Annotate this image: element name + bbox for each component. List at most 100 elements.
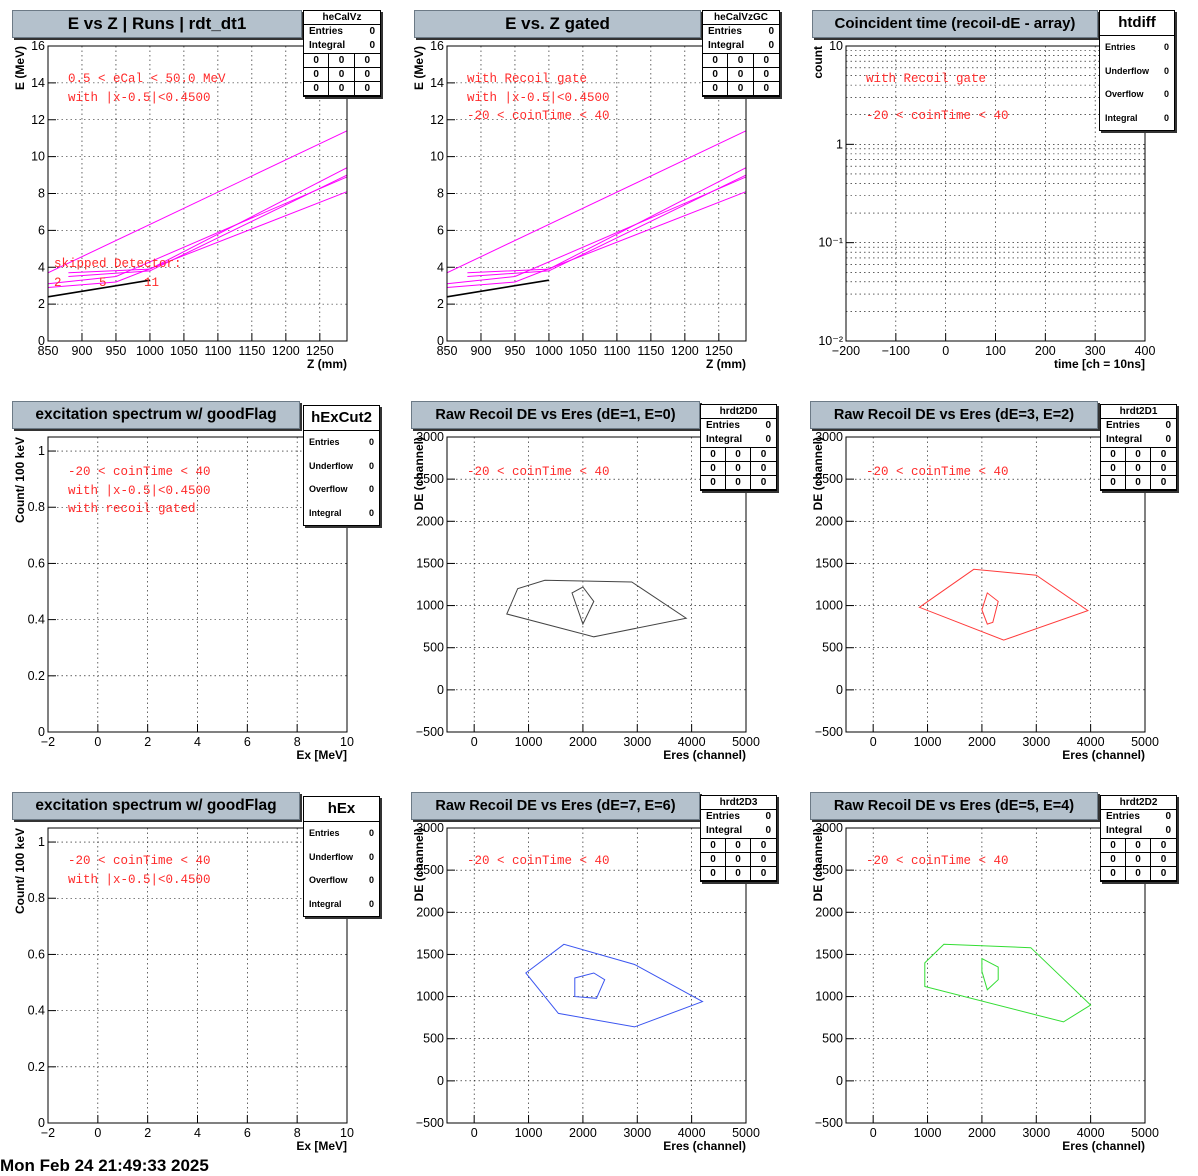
stats-grid-cell: 0 [751,462,776,476]
y-tick-label: 4 [38,260,45,274]
stats-row-value: 0 [768,40,774,51]
y-tick-label: 1000 [416,990,444,1004]
x-tick-label: 1050 [170,344,198,358]
stats-row-value: 0 [368,898,374,909]
y-tick-label: −500 [815,725,843,739]
y-tick-label: 6 [437,223,444,237]
y-tick-label: 1500 [815,947,843,961]
stats-grid-cell: 0 [726,839,751,853]
y-tick-label: 6 [38,223,45,237]
stats-box-name: heCalVz [304,11,380,25]
y-axis-label: DE (channel) [412,828,426,901]
stats-row-label: Overflow [309,875,348,885]
y-tick-label: −500 [416,1116,444,1130]
y-axis-label: E (MeV) [13,46,27,90]
stats-grid-cell: 0 [701,853,726,867]
stats-row-label: Entries [1106,811,1140,822]
y-tick-label: 4 [437,260,444,274]
stats-grid-cell: 0 [354,54,380,68]
x-tick-label: 1000 [914,1126,942,1140]
y-axis-label: Count/ 100 keV [13,828,27,914]
stats-grid-cell: 0 [703,82,729,96]
x-tick-label: −2 [41,1126,55,1140]
x-tick-label: 8 [294,1126,301,1140]
stats-grid-cell: 0 [1126,476,1151,490]
y-tick-label: 3000 [416,430,444,444]
series-line [467,167,747,274]
y-tick-label: 0 [836,1074,843,1088]
histogram-panel: 0 1000 2000 3000 4000 5000 −500 0 500 1000 1500 200… [399,782,798,1173]
plot-frame [845,827,1146,1124]
stats-box-name: hrdt2D0 [701,405,776,419]
stats-grid-cell: 0 [751,853,776,867]
x-tick-label: 1000 [136,344,164,358]
stats-row: Integral 0 [304,39,380,53]
y-tick-label: 2500 [416,472,444,486]
x-tick-label: 4 [194,1126,201,1140]
annotation-text: with Recoil gate with |x-0.5|<0.4500 -20… [467,72,610,123]
x-tick-label: 200 [1035,344,1056,358]
histogram-title: excitation spectrum w/ goodFlag [12,401,300,429]
stats-grid-cell: 0 [1151,476,1176,490]
stats-row-label: Underflow [309,851,353,862]
y-tick-label: 0 [437,1074,444,1088]
stats-row-value: 0 [1163,65,1169,76]
y-tick-label: 1 [38,444,45,458]
plot-svg: 0 1000 2000 3000 4000 5000 −500 0 500 1000 1500 200… [412,430,760,762]
y-tick-label: 3000 [815,430,843,444]
annotation-text: -20 < coinTime < 40 [866,854,1009,868]
x-tick-label: 8 [294,735,301,749]
stats-grid-cell: 0 [701,839,726,853]
stats-grid-cell: 0 [753,68,779,82]
x-tick-label: 10 [340,735,354,749]
stats-row-value: 0 [369,26,375,37]
y-tick-label: 0.8 [28,500,45,514]
stats-box: hrdt2D3 Entries 0 Integral 0 0 0 0 0 0 0 0 0 0 [700,795,777,882]
stats-row: Integral 0 [1101,824,1176,838]
histogram-title: E vs Z | Runs | rdt_dt1 [12,10,302,38]
y-tick-label: −500 [815,1116,843,1130]
y-tick-label: 3000 [416,821,444,835]
annotation-text: -20 < coinTime < 40 with |x-0.5|<0.4500 … [68,465,211,516]
stats-row-value: 0 [1163,112,1169,123]
x-tick-label: 1250 [705,344,733,358]
x-tick-label: 950 [505,344,526,358]
stats-row-label: Entries [309,828,340,838]
plot-svg: 0 1000 2000 3000 4000 5000 −500 0 500 1000 1500 200… [811,821,1159,1153]
x-tick-label: 1000 [515,735,543,749]
stats-grid-cell: 0 [726,867,751,881]
graphical-cut-contour [574,972,606,999]
stats-row-label: Integral [706,825,743,836]
x-axis-label: Ex [MeV] [296,748,347,762]
stats-grid-cell: 0 [701,462,726,476]
stats-row: Integral 0 [701,824,776,838]
histogram-title: Raw Recoil DE vs Eres (dE=5, E=4) [810,792,1098,820]
stats-grid-cell: 0 [304,68,330,82]
plot-svg: 0 1000 2000 3000 4000 5000 −500 0 500 1000 1500 200… [412,821,760,1153]
histogram-panel: −2 0 2 4 6 8 10 0 0.2 0.4 0.6 0.8 1 Ex [MeV] Count/ 10… [0,782,399,1173]
y-tick-label: 2000 [416,514,444,528]
y-tick-label: 2000 [416,905,444,919]
series-line [47,191,348,288]
y-tick-label: 2000 [815,905,843,919]
stats-row-value: 0 [1163,89,1169,99]
stats-row-label: Integral [1105,112,1138,123]
stats-grid-cell: 0 [726,462,751,476]
y-tick-label: 14 [31,76,45,90]
x-tick-label: 1000 [535,344,563,358]
x-tick-label: 900 [471,344,492,358]
stats-grid-cell: 0 [701,867,726,881]
y-tick-label: 0.6 [28,947,45,961]
y-tick-label: 0 [38,334,45,348]
stats-box: hrdt2D1 Entries 0 Integral 0 0 0 0 0 0 0 0 0 0 [1100,404,1177,491]
stats-row-label: Entries [309,26,343,37]
x-tick-label: 2000 [968,1126,996,1140]
y-tick-label: 8 [437,187,444,201]
stats-row: Underflow 0 [304,846,379,870]
stats-row-label: Integral [1106,825,1143,836]
x-tick-label: 5000 [732,1126,760,1140]
x-tick-label: 6 [244,1126,251,1140]
stats-row: Entries 0 [703,25,779,39]
y-tick-label: 0.8 [28,891,45,905]
x-tick-label: 5000 [1131,735,1159,749]
